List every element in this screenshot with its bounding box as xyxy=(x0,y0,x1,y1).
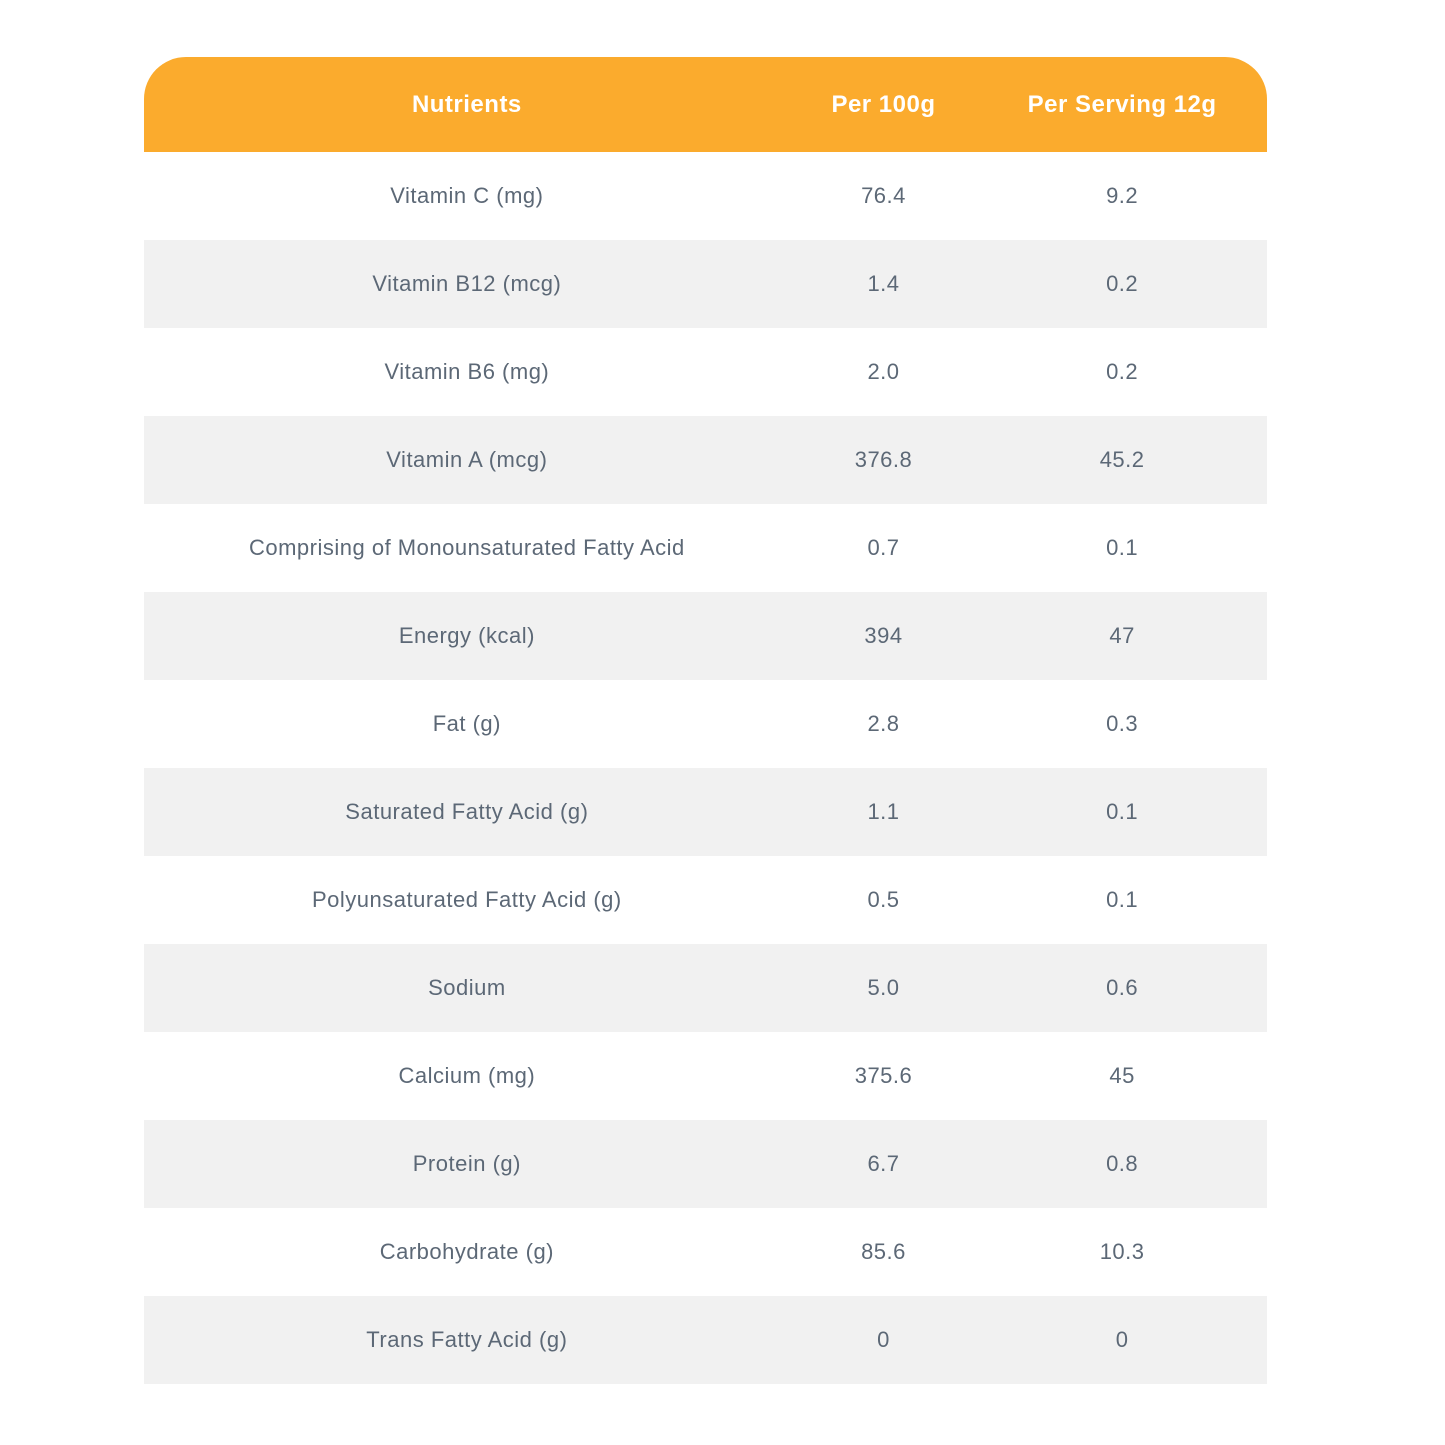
column-header-per-serving: Per Serving 12g xyxy=(1027,90,1217,118)
nutrient-name: Fat (g) xyxy=(432,711,501,736)
table-row: Vitamin A (mcg) 376.8 45.2 xyxy=(144,416,1267,504)
per-100g-value: 375.6 xyxy=(854,1063,913,1088)
per-serving-value: 0.2 xyxy=(1106,271,1139,296)
table-row: Trans Fatty Acid (g) 0 0 xyxy=(144,1296,1267,1384)
table-body: Vitamin C (mg) 76.4 9.2 Vitamin B12 (mcg… xyxy=(144,152,1267,1384)
per-100g-value: 394 xyxy=(864,623,903,648)
table-row: Protein (g) 6.7 0.8 xyxy=(144,1120,1267,1208)
nutrient-name: Protein (g) xyxy=(412,1151,521,1176)
per-serving-value: 0.1 xyxy=(1106,799,1139,824)
per-serving-value: 0 xyxy=(1115,1327,1129,1352)
per-serving-value: 0.1 xyxy=(1106,535,1139,560)
nutrient-name: Polyunsaturated Fatty Acid (g) xyxy=(312,887,622,912)
nutrient-name: Vitamin C (mg) xyxy=(390,183,544,208)
nutrient-name: Sodium xyxy=(428,975,506,1000)
table-row: Saturated Fatty Acid (g) 1.1 0.1 xyxy=(144,768,1267,856)
per-serving-value: 9.2 xyxy=(1106,183,1139,208)
table-row: Sodium 5.0 0.6 xyxy=(144,944,1267,1032)
nutrient-name: Trans Fatty Acid (g) xyxy=(366,1327,568,1352)
column-header-per-100g: Per 100g xyxy=(831,90,936,118)
table-row: Vitamin B6 (mg) 2.0 0.2 xyxy=(144,328,1267,416)
per-100g-value: 85.6 xyxy=(861,1239,906,1264)
per-100g-value: 5.0 xyxy=(867,975,900,1000)
nutrient-name: Saturated Fatty Acid (g) xyxy=(345,799,589,824)
per-100g-value: 1.1 xyxy=(867,799,900,824)
table-row: Carbohydrate (g) 85.6 10.3 xyxy=(144,1208,1267,1296)
column-header-nutrients: Nutrients xyxy=(411,90,522,118)
per-100g-value: 76.4 xyxy=(861,183,906,208)
nutrient-name: Energy (kcal) xyxy=(398,623,535,648)
per-serving-value: 0.3 xyxy=(1106,711,1139,736)
per-serving-value: 45.2 xyxy=(1099,447,1145,472)
nutrient-name: Vitamin B12 (mcg) xyxy=(372,271,562,296)
per-100g-value: 0.7 xyxy=(867,535,900,560)
per-serving-value: 47 xyxy=(1109,623,1135,648)
table-row: Vitamin C (mg) 76.4 9.2 xyxy=(144,152,1267,240)
per-100g-value: 2.8 xyxy=(867,711,900,736)
per-100g-value: 0 xyxy=(877,1327,890,1352)
per-100g-value: 0.5 xyxy=(867,887,900,912)
nutrient-name: Vitamin A (mcg) xyxy=(386,447,548,472)
per-100g-value: 1.4 xyxy=(867,271,900,296)
per-serving-value: 0.8 xyxy=(1106,1151,1139,1176)
per-serving-value: 10.3 xyxy=(1099,1239,1145,1264)
nutrient-name: Calcium (mg) xyxy=(398,1063,536,1088)
table-row: Comprising of Monounsaturated Fatty Acid… xyxy=(144,504,1267,592)
table-row: Fat (g) 2.8 0.3 xyxy=(144,680,1267,768)
nutrient-name: Vitamin B6 (mg) xyxy=(384,359,550,384)
table-row: Energy (kcal) 394 47 xyxy=(144,592,1267,680)
table-row: Vitamin B12 (mcg) 1.4 0.2 xyxy=(144,240,1267,328)
per-100g-value: 2.0 xyxy=(867,359,900,384)
nutrition-table: Nutrients Per 100g Per Serving 12g Vitam… xyxy=(144,57,1267,1384)
per-100g-value: 6.7 xyxy=(867,1151,900,1176)
per-serving-value: 0.1 xyxy=(1106,887,1139,912)
table-row: Polyunsaturated Fatty Acid (g) 0.5 0.1 xyxy=(144,856,1267,944)
nutrient-name: Comprising of Monounsaturated Fatty Acid xyxy=(248,535,685,560)
table-header: Nutrients Per 100g Per Serving 12g xyxy=(144,57,1267,152)
per-serving-value: 0.2 xyxy=(1106,359,1139,384)
per-serving-value: 0.6 xyxy=(1106,975,1139,1000)
per-serving-value: 45 xyxy=(1109,1063,1135,1088)
nutrient-name: Carbohydrate (g) xyxy=(379,1239,555,1264)
per-100g-value: 376.8 xyxy=(854,447,913,472)
table-row: Calcium (mg) 375.6 45 xyxy=(144,1032,1267,1120)
